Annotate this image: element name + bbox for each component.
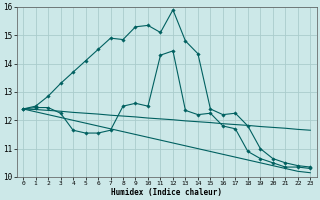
X-axis label: Humidex (Indice chaleur): Humidex (Indice chaleur) xyxy=(111,188,222,197)
